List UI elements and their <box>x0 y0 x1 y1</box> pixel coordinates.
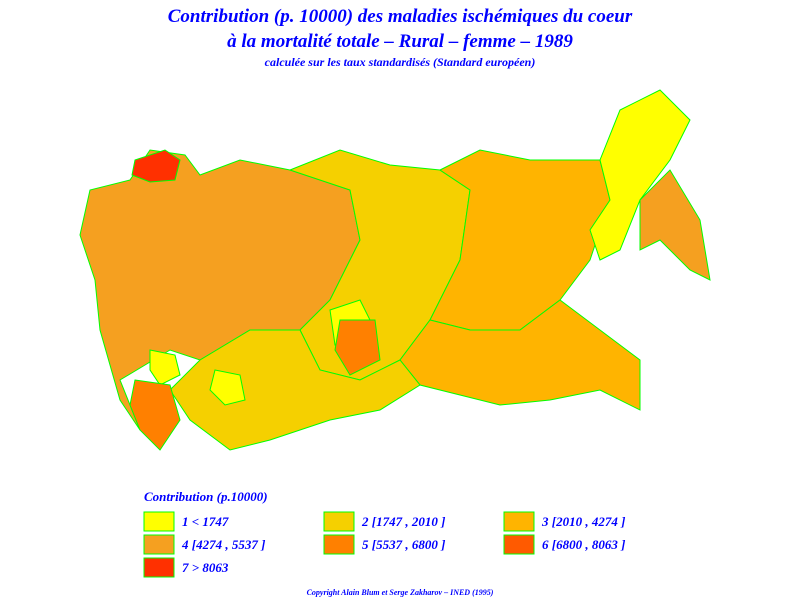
legend-title: Contribution (p.10000) <box>144 489 268 504</box>
region <box>399 299 641 411</box>
legend-swatch <box>143 557 175 578</box>
region <box>129 379 181 451</box>
legend-swatch <box>503 534 535 555</box>
title: Contribution (p. 10000) des maladies isc… <box>168 6 633 27</box>
region <box>209 369 246 406</box>
region <box>169 329 421 451</box>
legend-swatch <box>323 511 355 532</box>
subtitle: calculée sur les taux standardisés (Stan… <box>265 55 536 69</box>
title: à la mortalité totale – Rural – femme – … <box>227 31 573 52</box>
legend-label: 7 > 8063 <box>182 560 229 575</box>
legend-swatch <box>143 511 175 532</box>
legend: 1 < 1747 2 [1747 , 2010 ] 3 [2010 , 4274 ]… <box>143 511 625 578</box>
legend-swatch <box>503 511 535 532</box>
legend-label: 1 < 1747 <box>182 514 229 529</box>
map <box>79 89 711 451</box>
region <box>334 319 381 376</box>
legend-swatch <box>143 534 175 555</box>
legend-label: 3 [2010 , 4274 ] <box>541 514 625 529</box>
legend-swatch <box>323 534 355 555</box>
legend-label: 4 [4274 , 5537 ] <box>181 537 265 552</box>
copyright: Copyright Alain Blum et Serge Zakharov –… <box>307 588 494 597</box>
region <box>639 169 711 281</box>
legend-label: 5 [5537 , 6800 ] <box>362 537 445 552</box>
legend-label: 6 [6800 , 8063 ] <box>542 537 625 552</box>
legend-label: 2 [1747 , 2010 ] <box>361 514 445 529</box>
region <box>131 149 181 183</box>
region <box>149 349 181 386</box>
